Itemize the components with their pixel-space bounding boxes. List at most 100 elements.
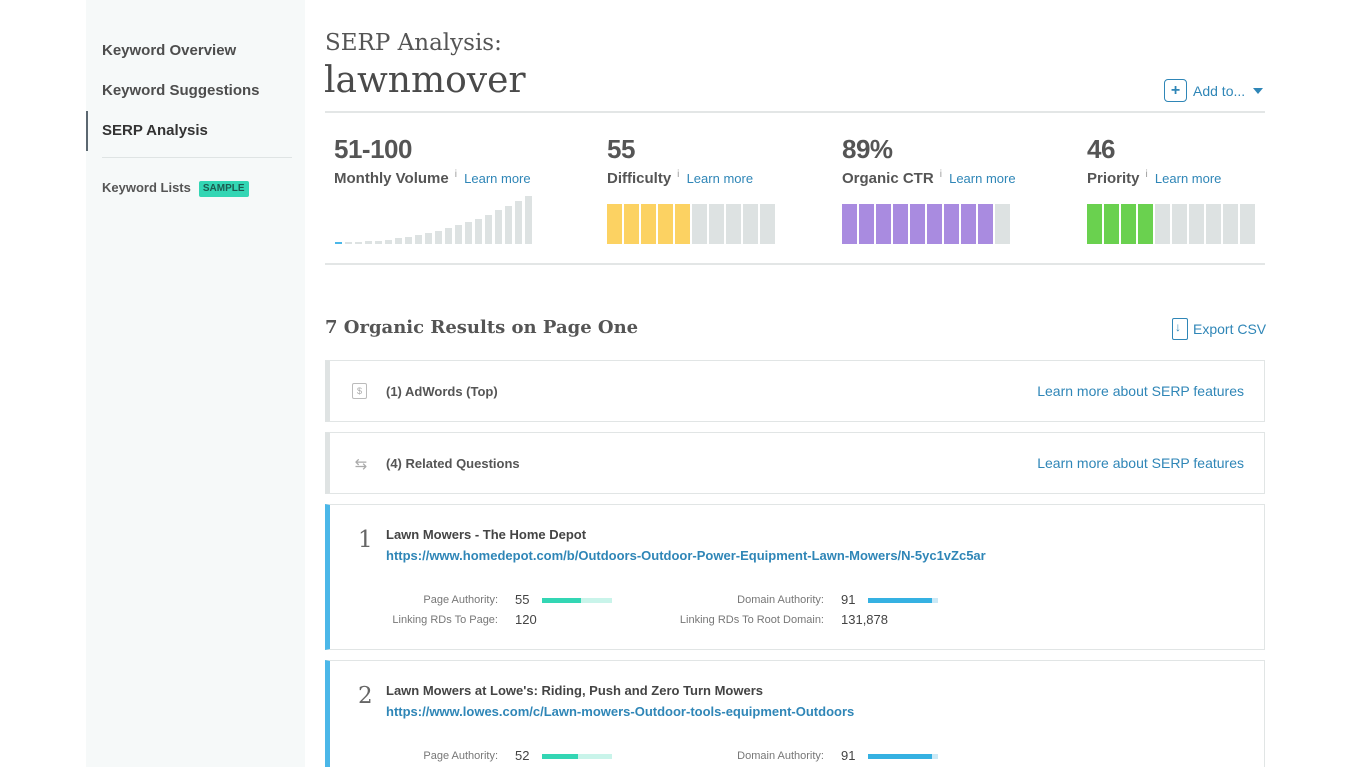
linking-rds-root-label: Linking RDs To Root Domain: [679,614,824,626]
meter-segment [607,204,622,244]
nav-keyword-overview[interactable]: Keyword Overview [102,42,237,59]
meter-segment [1104,204,1119,244]
volume-bar [465,222,472,244]
metric-value: 89% [842,134,893,164]
download-file-icon [1172,318,1188,340]
volume-bar [415,235,422,244]
export-csv-button[interactable]: Export CSV [1172,318,1266,340]
page-title-keyword: lawnmover [324,60,526,101]
result-url[interactable]: https://www.homedepot.com/b/Outdoors-Out… [386,548,986,563]
sidebar-divider [102,157,292,158]
keyword-lists-label: Keyword Lists [102,180,191,195]
meter-segment [1155,204,1170,244]
nav-serp-analysis[interactable]: SERP Analysis [86,111,305,151]
page-authority-label: Page Authority: [423,594,498,606]
page-authority-bar-fill [542,598,581,603]
meter-segment [1223,204,1238,244]
priority-meter [1087,204,1255,244]
metric-label: Priority [1087,170,1140,187]
page-subtitle: SERP Analysis: [325,30,502,56]
meter-segment [726,204,741,244]
volume-bar [395,238,402,244]
volume-bar [475,218,482,244]
header-divider [325,111,1265,113]
info-icon[interactable]: i [677,169,680,180]
volume-bar [425,233,432,244]
meter-segment [658,204,673,244]
meter-segment [961,204,976,244]
domain-authority-bar-fill [868,754,932,759]
serp-feature-related-questions[interactable]: ⇆ (4) Related Questions Learn more about… [325,432,1265,494]
domain-authority-bar [868,754,938,759]
meter-segment [1138,204,1153,244]
volume-history-chart [335,196,535,244]
metric-label: Monthly Volume [334,170,449,187]
domain-authority-value: 91 [841,748,856,763]
organic-result: 2 Lawn Mowers at Lowe's: Riding, Push an… [325,660,1265,767]
metric-value: 51-100 [334,134,412,164]
meter-segment [842,204,857,244]
result-title[interactable]: Lawn Mowers - The Home Depot [386,527,587,542]
volume-bar [485,214,492,244]
learn-more-link[interactable]: Learn more [1154,171,1222,186]
organic-result: 1 Lawn Mowers - The Home Depot https://w… [325,504,1265,650]
result-url[interactable]: https://www.lowes.com/c/Lawn-mowers-Outd… [386,704,855,719]
meter-segment [760,204,775,244]
meter-segment [1189,204,1204,244]
learn-serp-features-link[interactable]: Learn more about SERP features [1037,383,1244,399]
sample-badge: SAMPLE [198,181,249,197]
meter-segment [709,204,724,244]
metric-label: Organic CTR [842,170,934,187]
info-icon[interactable]: i [454,169,457,180]
volume-bar [355,241,362,244]
info-icon[interactable]: i [1145,169,1148,180]
meter-segment [743,204,758,244]
volume-bar [455,225,462,244]
meter-segment [893,204,908,244]
serp-feature-adwords[interactable]: $ (1) AdWords (Top) Learn more about SER… [325,360,1265,422]
meter-segment [1172,204,1187,244]
domain-authority-value: 91 [841,592,856,607]
meter-segment [1206,204,1221,244]
metric-monthly-volume: 51-100 Monthly Volume i Learn more [334,134,531,187]
organic-ctr-meter [842,204,1010,244]
meter-segment [624,204,639,244]
learn-more-link[interactable]: Learn more [686,171,754,186]
page-authority-value: 55 [515,592,530,607]
metric-value: 46 [1087,134,1115,164]
page-authority-bar-fill [542,754,579,759]
volume-bar [495,210,502,244]
metric-priority: 46 Priority i Learn more [1087,134,1221,187]
meter-segment [675,204,690,244]
metric-label: Difficulty [607,170,672,187]
info-icon[interactable]: i [939,169,942,180]
nav-keyword-suggestions[interactable]: Keyword Suggestions [102,82,260,99]
domain-authority-bar [868,598,938,603]
sidebar: Keyword Overview Keyword Suggestions SER… [86,0,305,767]
meter-segment [978,204,993,244]
volume-bar [365,241,372,244]
result-rank: 2 [358,683,373,709]
meter-segment [995,204,1010,244]
learn-more-link[interactable]: Learn more [464,171,531,186]
result-title[interactable]: Lawn Mowers at Lowe's: Riding, Push and … [386,683,763,698]
learn-serp-features-link[interactable]: Learn more about SERP features [1037,455,1244,471]
metric-value: 55 [607,134,635,164]
add-to-button[interactable]: + Add to... [1164,79,1264,102]
serp-feature-label: (4) Related Questions [386,455,520,471]
dollar-doc-icon: $ [352,383,367,399]
page-authority-label: Page Authority: [423,750,498,762]
meter-segment [944,204,959,244]
meter-segment [927,204,942,244]
export-csv-label: Export CSV [1193,321,1267,337]
volume-bar [335,242,342,244]
learn-more-link[interactable]: Learn more [949,171,1016,186]
page-authority-bar [542,754,612,759]
volume-bar [345,241,352,244]
serp-feature-label: (1) AdWords (Top) [386,383,498,399]
nav-keyword-lists[interactable]: Keyword Lists SAMPLE [102,178,249,198]
linking-rds-page-label: Linking RDs To Page: [392,614,498,626]
domain-authority-label: Domain Authority: [737,594,824,606]
meter-segment [859,204,874,244]
linking-rds-page-value: 120 [515,612,537,627]
